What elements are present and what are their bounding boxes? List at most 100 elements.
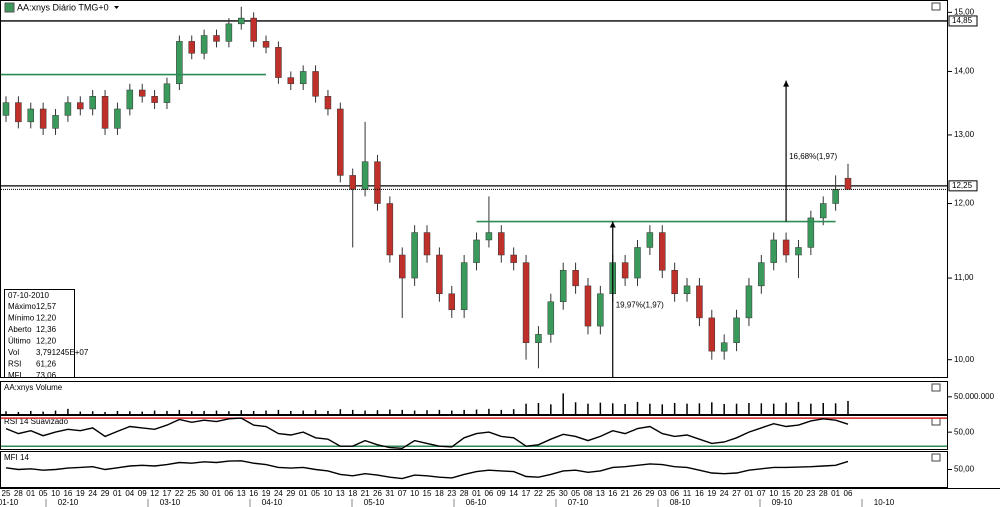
candle-body: [559, 270, 567, 302]
month-label: 02-10: [58, 498, 79, 507]
volume-bar: [451, 410, 453, 414]
x-tick-label: 22: [534, 489, 543, 498]
x-tick-label: 25: [2, 489, 11, 498]
candle-body: [361, 161, 369, 190]
x-tick-label: 10: [51, 489, 60, 498]
candle-body: [646, 232, 654, 248]
close-button[interactable]: [931, 383, 941, 392]
volume-bar: [512, 409, 515, 414]
volume-bar: [834, 403, 837, 414]
candle-body: [423, 232, 431, 256]
candle-body: [584, 285, 592, 327]
candle-body: [337, 108, 344, 176]
candle-body: [572, 270, 579, 287]
volume-bar: [178, 409, 181, 414]
month-label: 06-10: [466, 498, 487, 507]
month-label: 09-10: [772, 498, 793, 507]
candle-body: [844, 177, 852, 190]
candle-body: [436, 254, 443, 295]
x-tick-label: 15: [423, 489, 432, 498]
x-tick-label: 21: [361, 489, 370, 498]
level-label: 12,25: [952, 181, 973, 190]
x-tick-label: 06: [844, 489, 853, 498]
x-tick-label: 03: [658, 489, 667, 498]
volume-bar: [79, 411, 82, 414]
month-label: 07-10: [568, 498, 589, 507]
candle-body: [696, 285, 703, 319]
dropdown-icon[interactable]: [114, 6, 119, 9]
x-tick-label: 24: [274, 489, 283, 498]
volume-bar: [339, 409, 342, 414]
x-tick-label: 23: [447, 489, 456, 498]
x-tick-label: 19: [262, 489, 271, 498]
volume-bar: [748, 403, 750, 414]
x-tick-label: 07: [757, 489, 766, 498]
volume-panel: [0, 381, 948, 415]
candle-body: [250, 17, 257, 42]
candle-body: [200, 35, 208, 54]
candle-body: [485, 232, 493, 241]
candle-body: [733, 317, 740, 343]
candle-body: [770, 239, 777, 263]
candle-body: [126, 89, 134, 110]
candle-body: [448, 293, 456, 311]
volume-bar: [129, 411, 131, 414]
volume-bar: [822, 403, 824, 414]
candle-body: [138, 89, 146, 97]
y-tick-label: 50,00: [954, 427, 975, 436]
volume-bar: [760, 403, 763, 414]
close-boxes: [931, 2, 941, 462]
info-label: RSI: [8, 360, 21, 369]
volume-bar: [624, 404, 626, 414]
volume-bar: [562, 393, 564, 414]
x-tick-label: 28: [14, 489, 23, 498]
x-tick-label: 29: [286, 489, 295, 498]
month-label: 01-10: [0, 498, 19, 507]
x-tick-label: 01: [212, 489, 221, 498]
x-tick-label: 25: [546, 489, 555, 498]
x-tick-label: 15: [782, 489, 791, 498]
volume-bar: [785, 402, 787, 414]
x-tick-label: 01: [26, 489, 35, 498]
close-button[interactable]: [931, 417, 941, 426]
close-button[interactable]: [931, 453, 941, 462]
candle-body: [597, 293, 604, 327]
level-label-box: [948, 180, 978, 192]
chart-title[interactable]: AA:xnys Diário TMG+0: [17, 2, 109, 12]
x-tick-label: 31: [385, 489, 394, 498]
volume-bar: [463, 409, 465, 414]
candle-body: [188, 41, 195, 54]
candle-body: [522, 262, 530, 343]
x-tick-label: 05: [571, 489, 580, 498]
x-tick-label: 06: [224, 489, 233, 498]
volume-bar: [500, 409, 503, 414]
x-tick-label: 13: [237, 489, 246, 498]
volume-bar: [17, 411, 20, 414]
info-label: Mínimo: [8, 314, 35, 323]
candle-body: [374, 161, 381, 204]
volume-bar: [587, 403, 589, 414]
x-tick-label: 08: [584, 489, 593, 498]
candle-body: [745, 285, 753, 319]
candle-body: [398, 254, 406, 279]
x-tick-label: 05: [311, 489, 320, 498]
info-value: 73,06: [36, 371, 57, 380]
x-tick-label: 01: [113, 489, 122, 498]
info-value: 3,791245E+07: [36, 348, 89, 357]
x-tick-label: 30: [200, 489, 209, 498]
candle-body: [52, 115, 59, 129]
volume-bar: [636, 401, 639, 414]
x-tick-label: 30: [559, 489, 568, 498]
y-tick-label: 50,00: [954, 465, 975, 474]
symbol-icon[interactable]: [4, 2, 15, 13]
volume-bar: [228, 411, 230, 414]
x-tick-label: 18: [348, 489, 357, 498]
close-button[interactable]: [931, 2, 941, 11]
candle-body: [312, 71, 319, 97]
month-label: 10-10: [874, 498, 895, 507]
candle-body: [819, 203, 827, 219]
x-tick-label: 01: [744, 489, 753, 498]
volume-bar: [290, 410, 292, 414]
volume-bar: [302, 410, 304, 414]
candle-body: [460, 262, 468, 311]
